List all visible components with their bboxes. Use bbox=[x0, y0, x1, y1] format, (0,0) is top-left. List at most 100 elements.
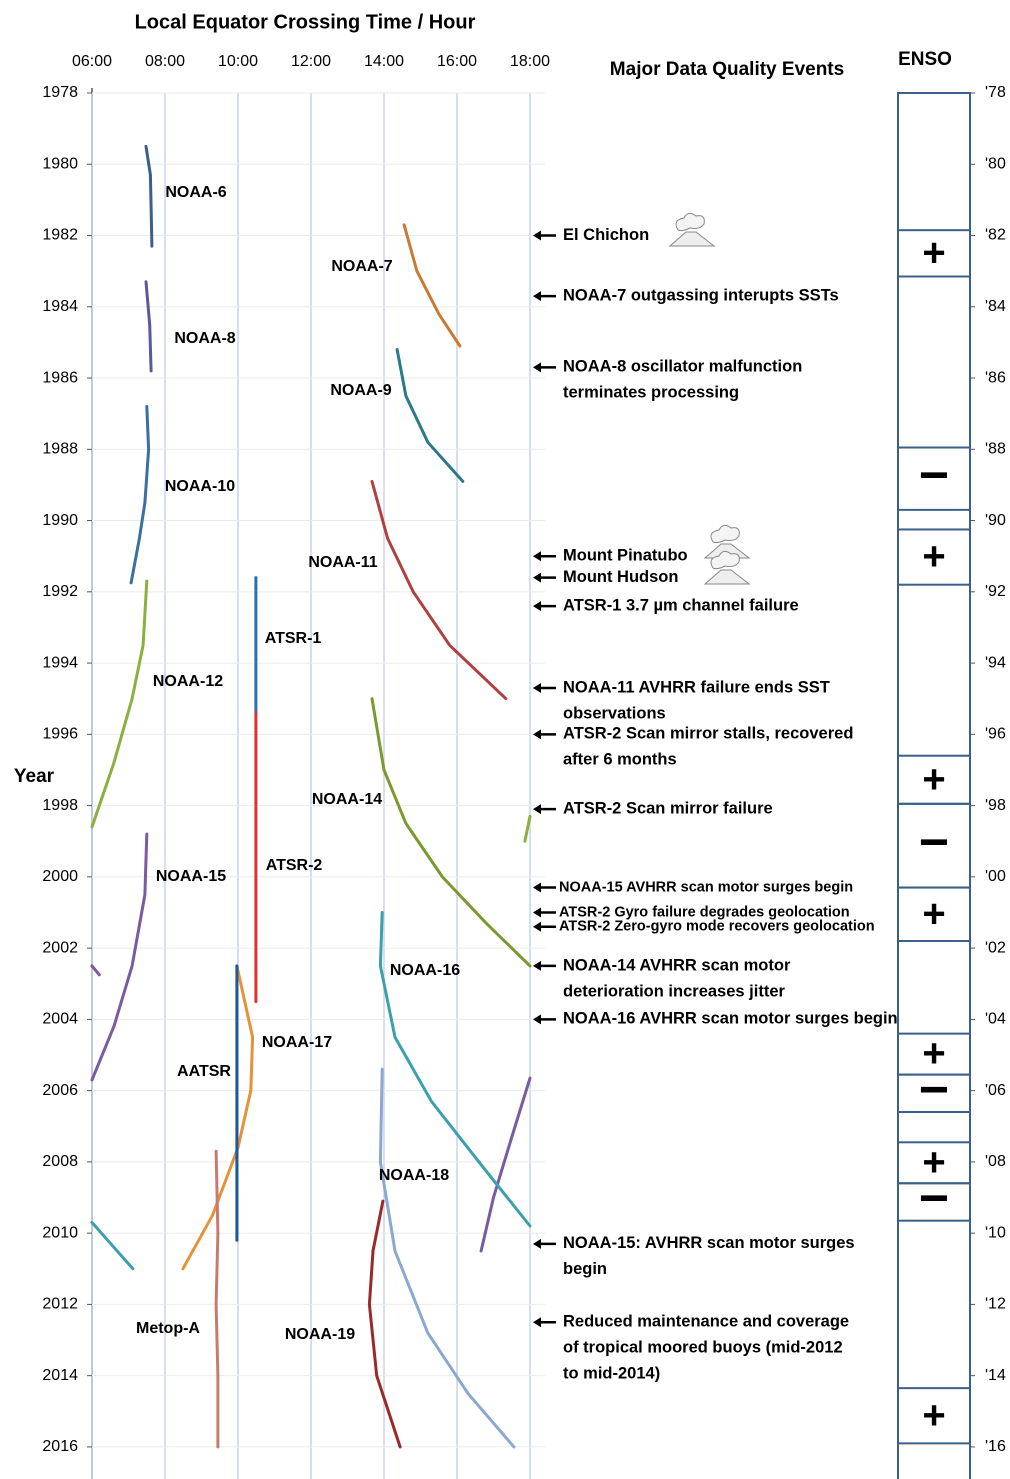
y-tick-label: 1988 bbox=[42, 441, 78, 458]
event-label: ATSR-2 Gyro failure degrades geolocation bbox=[559, 904, 850, 920]
event-arrowhead bbox=[533, 882, 541, 893]
event-label: NOAA-11 AVHRR failure ends SST bbox=[563, 678, 830, 696]
event-arrowhead bbox=[533, 960, 541, 971]
x-tick-label: 12:00 bbox=[291, 53, 331, 70]
enso-sign: − bbox=[919, 446, 949, 504]
event-label: NOAA-7 outgassing interupts SSTs bbox=[563, 286, 839, 304]
y-tick-label: 1992 bbox=[42, 583, 78, 600]
series-line bbox=[181, 964, 255, 1271]
series-label: NOAA-16 bbox=[390, 962, 460, 979]
event-arrowhead bbox=[533, 683, 541, 694]
enso-sign: + bbox=[922, 1032, 945, 1076]
y-tick-label: 2014 bbox=[42, 1367, 78, 1384]
enso-sign: − bbox=[919, 1170, 949, 1228]
series-line bbox=[214, 1149, 220, 1449]
event-label: ATSR-2 Zero-gyro mode recovers geolocati… bbox=[559, 919, 875, 935]
y2-tick-label: '80 bbox=[985, 155, 1006, 172]
series-label: AATSR bbox=[177, 1063, 231, 1080]
x-tick-label: 08:00 bbox=[145, 53, 185, 70]
series-label: NOAA-7 bbox=[331, 258, 392, 275]
y-tick-label: 1990 bbox=[42, 512, 78, 529]
event-arrowhead bbox=[533, 907, 541, 918]
x-tick-label: 14:00 bbox=[364, 53, 404, 70]
event-label: Mount Hudson bbox=[563, 568, 678, 586]
x-tick-label: 10:00 bbox=[218, 53, 258, 70]
y2-tick-label: '02 bbox=[985, 939, 1006, 956]
series-line bbox=[402, 223, 462, 348]
event-label: ATSR-1 3.7 µm channel failure bbox=[563, 596, 799, 614]
event-arrowhead bbox=[533, 1238, 541, 1249]
y2-tick-label: '00 bbox=[985, 868, 1006, 885]
series-line bbox=[144, 280, 153, 373]
event-arrowhead bbox=[533, 230, 541, 241]
y2-tick-label: '04 bbox=[985, 1011, 1006, 1028]
volcano-cloud bbox=[710, 524, 740, 544]
series-label: NOAA-9 bbox=[330, 382, 391, 399]
series-label: Metop-A bbox=[136, 1320, 200, 1337]
enso-sign: + bbox=[922, 1140, 945, 1184]
volcano-cloud bbox=[675, 212, 705, 232]
event-label: to mid-2014) bbox=[563, 1365, 660, 1383]
y2-tick-label: '90 bbox=[985, 512, 1006, 529]
event-label: deterioration increases jitter bbox=[563, 982, 785, 1000]
y2-tick-label: '82 bbox=[985, 227, 1006, 244]
y-tick-label: 1982 bbox=[42, 227, 78, 244]
event-label: Reduced maintenance and coverage bbox=[563, 1313, 849, 1331]
y2-tick-label: '14 bbox=[985, 1367, 1006, 1384]
series-line bbox=[378, 1067, 516, 1449]
series-label: NOAA-14 bbox=[312, 791, 382, 808]
y2-tick-label: '16 bbox=[985, 1438, 1006, 1455]
event-label: ATSR-2 Scan mirror stalls, recovered bbox=[563, 725, 853, 743]
volcano-icon bbox=[703, 569, 751, 585]
y2-tick-label: '12 bbox=[985, 1296, 1006, 1313]
series-line bbox=[144, 144, 154, 248]
chart-title: Local Equator Crossing Time / Hour bbox=[135, 11, 476, 33]
y-tick-label: 2012 bbox=[42, 1296, 78, 1313]
y2-tick-label: '94 bbox=[985, 654, 1006, 671]
event-label: of tropical moored buoys (mid-2012 bbox=[563, 1339, 843, 1357]
event-label: after 6 months bbox=[563, 751, 677, 769]
series-line bbox=[370, 479, 508, 701]
enso-period bbox=[897, 229, 971, 278]
y-tick-label: 1994 bbox=[42, 654, 78, 671]
enso-period bbox=[897, 886, 971, 942]
y-tick-label: 1996 bbox=[42, 726, 78, 743]
event-arrowhead bbox=[533, 572, 541, 583]
series-line bbox=[395, 348, 465, 483]
series-line bbox=[367, 1199, 402, 1449]
enso-period bbox=[897, 1182, 971, 1222]
enso-sign: + bbox=[922, 892, 945, 936]
y-tick-label: 2006 bbox=[42, 1082, 78, 1099]
event-arrowhead bbox=[533, 921, 541, 932]
series-label: NOAA-18 bbox=[379, 1167, 449, 1184]
event-arrowhead bbox=[533, 804, 541, 815]
volcano-cloud bbox=[710, 550, 740, 570]
series-label: ATSR-1 bbox=[265, 630, 322, 647]
enso-sign: + bbox=[922, 231, 945, 275]
series-label: NOAA-6 bbox=[165, 184, 226, 201]
series-label: NOAA-10 bbox=[165, 478, 235, 495]
y-axis-title: Year bbox=[14, 766, 55, 787]
y-tick-label: 2016 bbox=[42, 1438, 78, 1455]
series-label: NOAA-17 bbox=[262, 1034, 332, 1051]
enso-period bbox=[897, 528, 971, 586]
y2-tick-label: '78 bbox=[985, 84, 1006, 101]
y-tick-label: 2002 bbox=[42, 939, 78, 956]
enso-sign: − bbox=[919, 1061, 949, 1119]
event-label: Mount Pinatubo bbox=[563, 547, 688, 565]
y2-tick-label: '86 bbox=[985, 369, 1006, 386]
series-label: NOAA-15 bbox=[156, 868, 226, 885]
y2-tick-label: '08 bbox=[985, 1153, 1006, 1170]
events-title: Major Data Quality Events bbox=[610, 59, 844, 80]
y-tick-label: 1984 bbox=[42, 298, 78, 315]
event-label: NOAA-14 AVHRR scan motor bbox=[563, 956, 791, 974]
enso-title: ENSO bbox=[898, 49, 952, 70]
enso-period bbox=[897, 1387, 971, 1445]
x-tick-label: 18:00 bbox=[510, 53, 550, 70]
enso-sign: + bbox=[922, 535, 945, 579]
event-arrowhead bbox=[533, 1317, 541, 1328]
series-label: NOAA-11 bbox=[308, 554, 377, 571]
y-tick-label: 2010 bbox=[42, 1224, 78, 1241]
event-label: begin bbox=[563, 1260, 607, 1278]
y2-tick-label: '98 bbox=[985, 797, 1006, 814]
